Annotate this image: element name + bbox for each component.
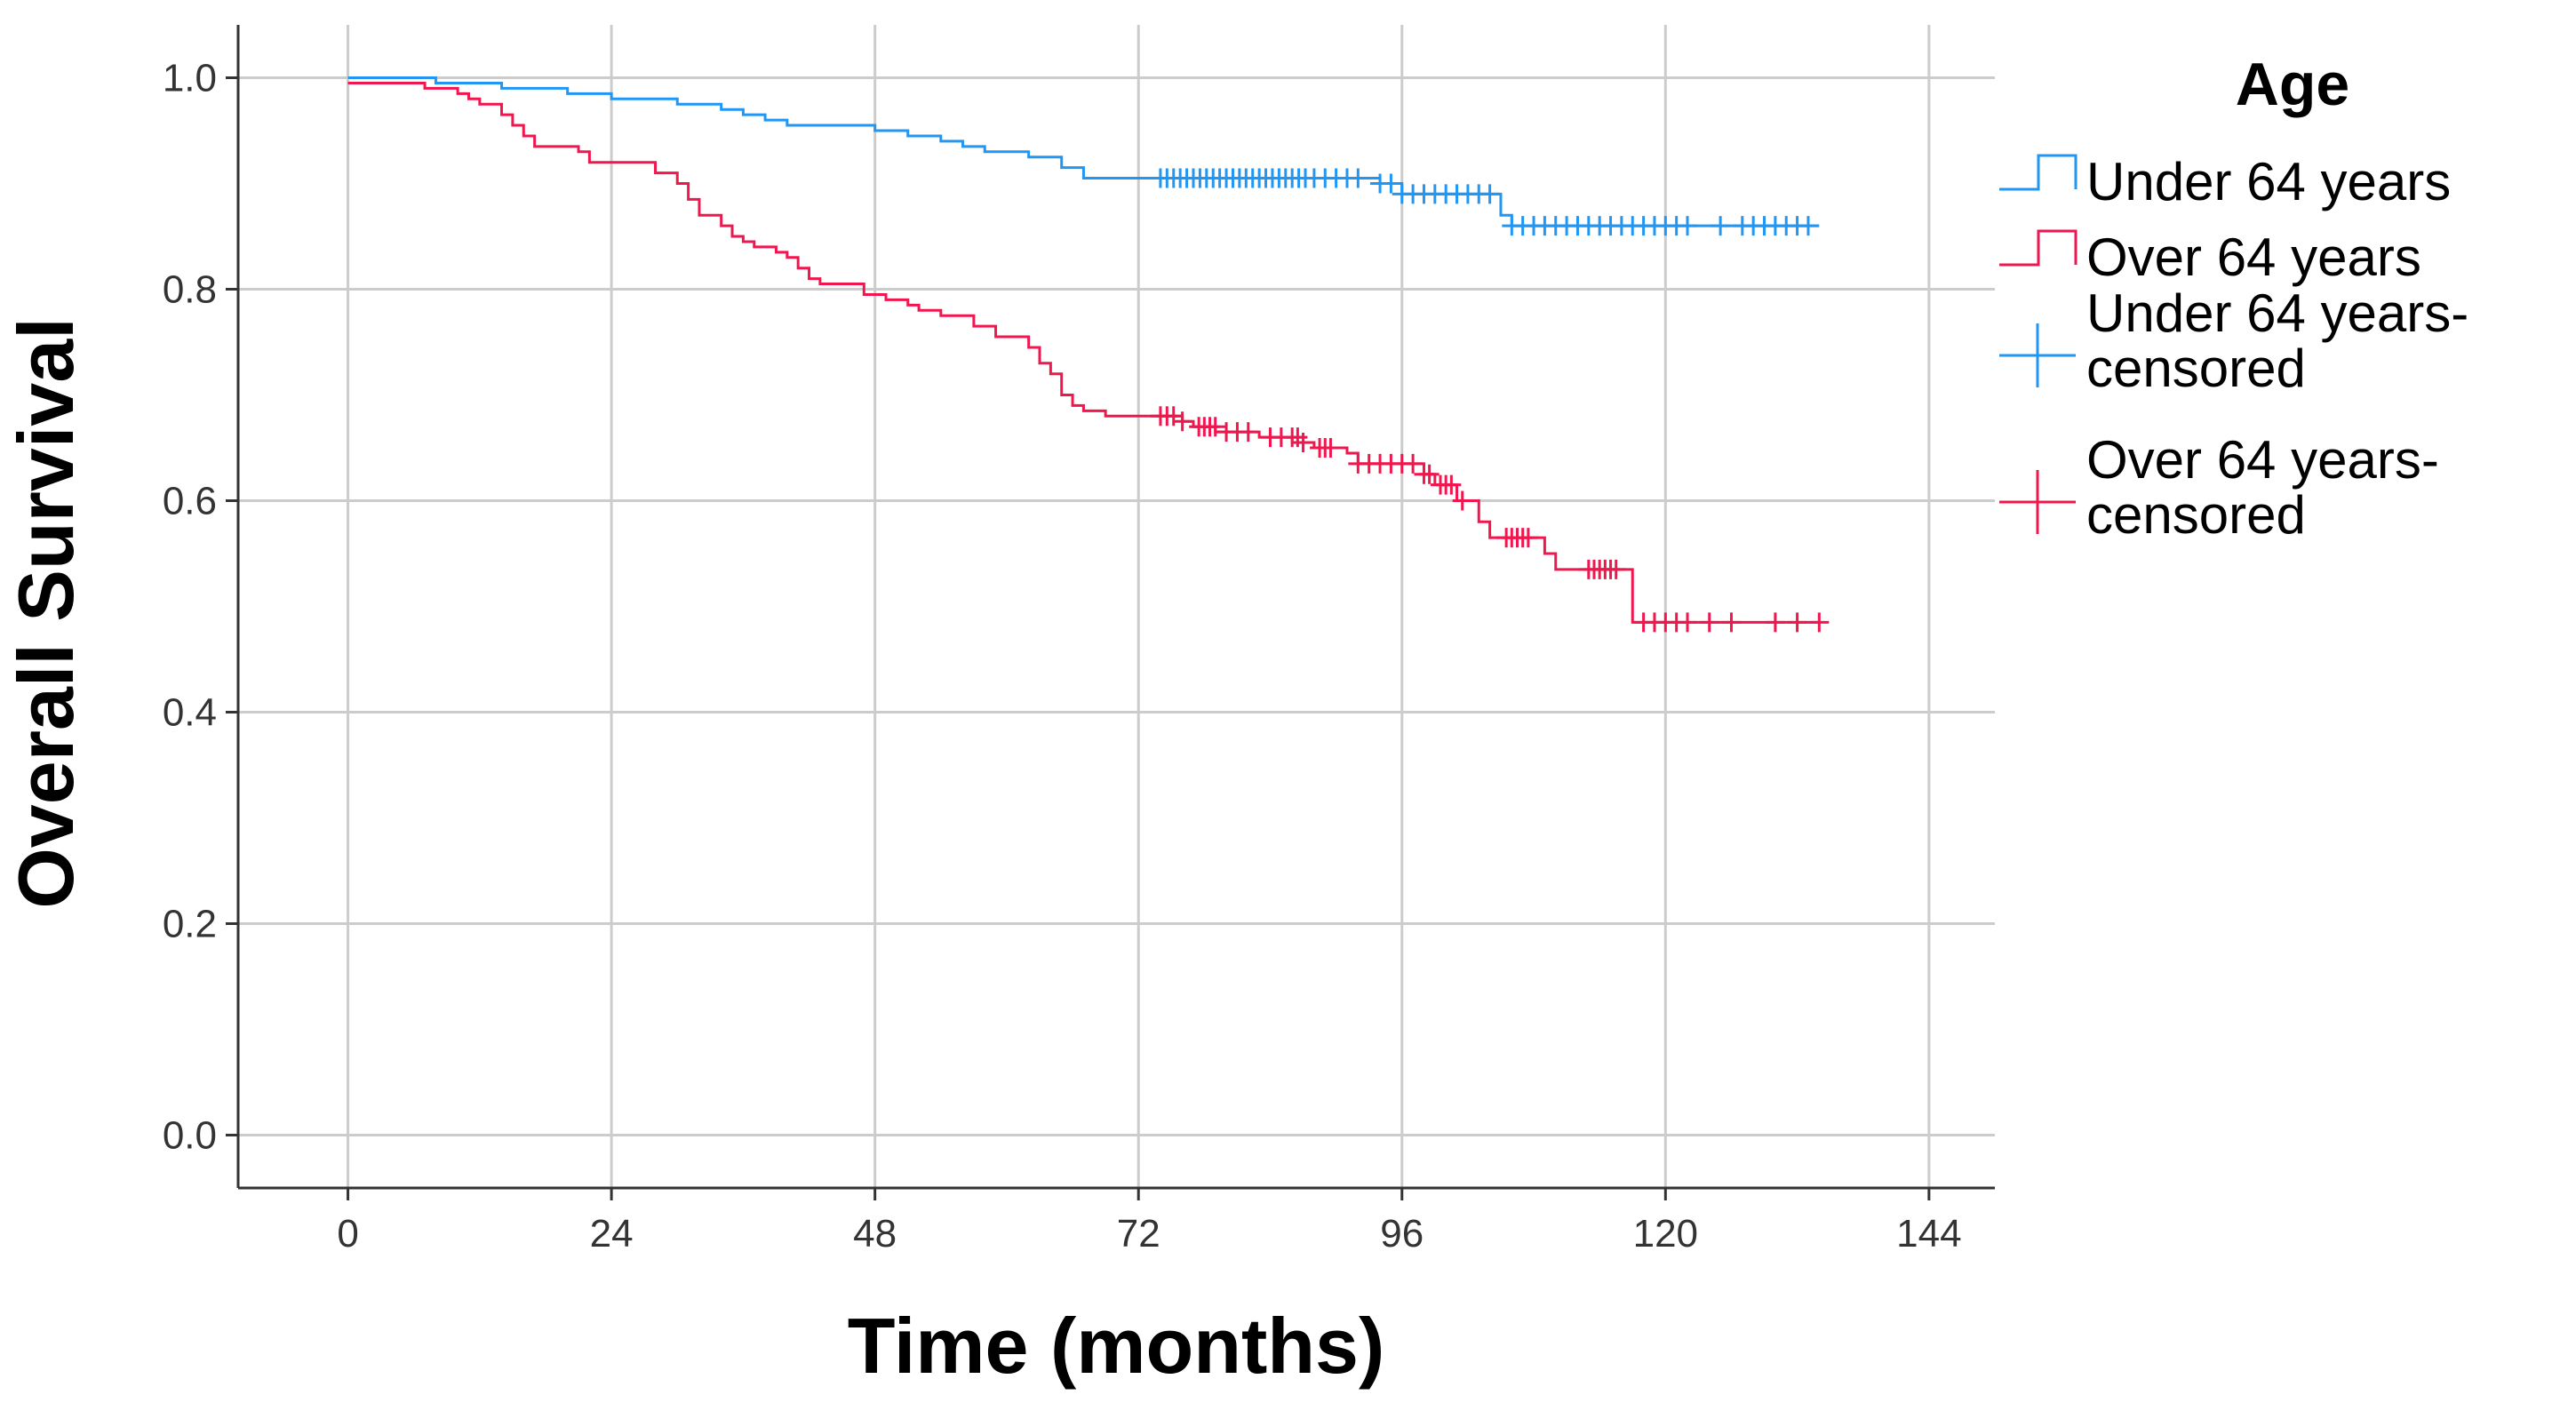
x-tick-label: 0	[337, 1212, 358, 1256]
x-tick-label: 144	[1896, 1212, 1961, 1256]
censored-mark	[1320, 438, 1341, 458]
y-tick-label: 1.0	[163, 57, 217, 100]
censored-mark	[1419, 464, 1440, 484]
censored-mark	[1238, 422, 1258, 442]
censored-mark	[1798, 216, 1818, 236]
censored-mark	[1518, 528, 1538, 548]
x-tick-label: 24	[590, 1212, 634, 1256]
censored-mark	[1678, 612, 1698, 633]
x-axis-title: Time (months)	[848, 1302, 1385, 1390]
censored-mark	[1403, 453, 1424, 474]
legend-step-swatch	[1999, 229, 2078, 267]
censored-mark	[1479, 184, 1500, 204]
legend-label: Over 64 years	[2086, 227, 2421, 287]
survival-step-line	[347, 76, 1820, 227]
censored-mark	[1721, 612, 1742, 633]
censored-mark	[1205, 417, 1225, 437]
censored-mark	[1293, 433, 1313, 453]
legend-entry: Under 64 years-censored	[1999, 283, 2468, 398]
legend-step-swatch	[1999, 154, 2078, 191]
y-tick-label: 0.0	[163, 1114, 217, 1158]
tick-labels: 0 24 48 72 96 120 144 0.0 0.2 0.4 0.6 0.8 1.0	[163, 57, 1962, 1256]
censored-mark	[1381, 173, 1401, 194]
grid-lines	[238, 25, 1995, 1188]
legend-entry: Under 64 years	[1999, 152, 2451, 211]
y-tick-label: 0.8	[163, 268, 217, 312]
x-tick-label: 120	[1633, 1212, 1698, 1256]
y-tick-label: 0.2	[163, 903, 217, 946]
legend-entry: Over 64 years-censored	[1999, 430, 2439, 545]
x-tick-label: 48	[853, 1212, 897, 1256]
y-tick-label: 0.4	[163, 691, 217, 735]
legend-entry: Over 64 years	[1999, 227, 2421, 287]
x-tick-label: 96	[1380, 1212, 1424, 1256]
legend-label: Under 64 years	[2086, 152, 2451, 211]
censored-mark	[1787, 612, 1807, 633]
legend-plus-swatch	[1999, 323, 2076, 387]
x-tick-label: 72	[1117, 1212, 1160, 1256]
legend-title: Age	[2236, 51, 2349, 118]
series-over-64	[347, 81, 1830, 633]
censored-mark	[1809, 612, 1830, 633]
series-under-64	[347, 76, 1820, 236]
censored-mark	[1765, 612, 1785, 633]
legend-plus-swatch	[1999, 470, 2076, 534]
censored-mark	[1699, 612, 1719, 633]
censored-mark	[1678, 216, 1698, 236]
censored-mark	[1288, 427, 1308, 448]
censored-mark	[1711, 216, 1731, 236]
y-tick-label: 0.6	[163, 480, 217, 523]
censored-mark	[1172, 411, 1192, 432]
series-layer	[347, 76, 1830, 633]
censored-mark	[1348, 168, 1368, 188]
censored-mark	[1606, 559, 1626, 579]
legend-label: Over 64 years-censored	[2086, 430, 2439, 545]
y-axis-title: Overall Survival	[2, 317, 90, 908]
axes	[226, 25, 1995, 1200]
censored-mark	[1441, 474, 1462, 495]
censored-mark	[1452, 490, 1472, 511]
legend-label: Under 64 years-censored	[2086, 283, 2468, 398]
survival-step-line	[347, 81, 1820, 624]
